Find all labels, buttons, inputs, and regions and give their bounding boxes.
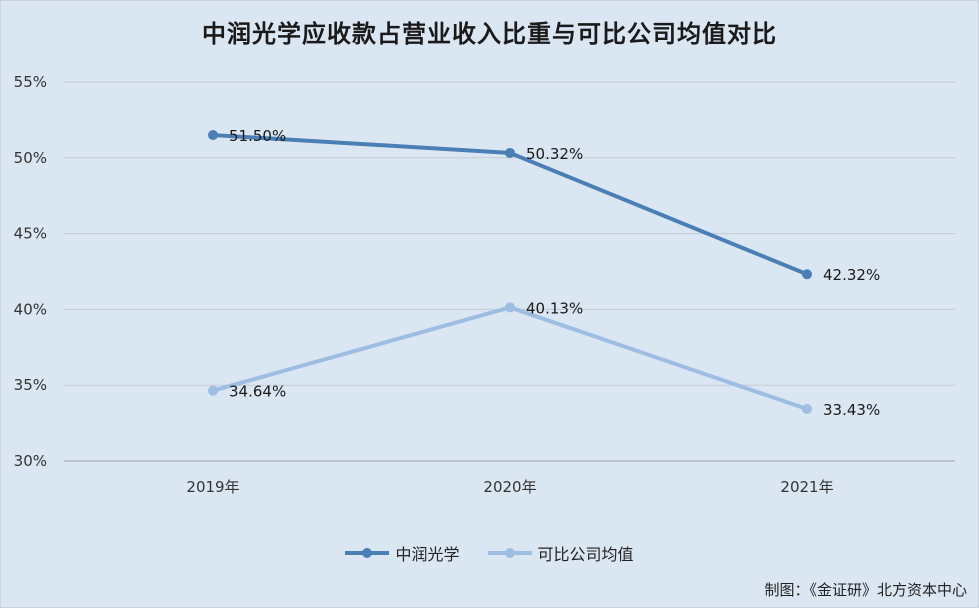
legend: 中润光学 可比公司均值 <box>0 541 979 565</box>
data-label: 34.64% <box>229 383 286 401</box>
chart-title: 中润光学应收款占营业收入比重与可比公司均值对比 <box>202 20 777 48</box>
y-axis-ticks: 30% 35% 40% 45% 50% 55% <box>14 73 47 470</box>
y-tick-label: 40% <box>14 300 47 318</box>
series-line-1 <box>211 305 809 412</box>
data-label: 51.50% <box>229 127 286 145</box>
legend-label-0: 中润光学 <box>395 545 460 564</box>
x-tick-label: 2020年 <box>483 478 536 496</box>
y-tick-label: 50% <box>14 149 47 167</box>
data-point <box>208 385 218 396</box>
y-tick-label: 55% <box>14 73 47 91</box>
data-point <box>505 302 515 313</box>
x-axis-ticks: 2019年 2020年 2021年 <box>186 478 833 496</box>
data-point <box>802 404 812 415</box>
credit-note: 制图：《金证研》北方资本中心 <box>764 581 967 599</box>
y-tick-label: 45% <box>14 225 47 243</box>
data-point <box>208 130 218 141</box>
data-point <box>505 147 515 158</box>
series-lines <box>208 130 812 415</box>
data-labels: 51.50% 50.32% 42.32% 34.64% 40.13% 33.43% <box>229 127 880 419</box>
legend-item-1: 可比公司均值 <box>487 541 634 565</box>
data-point <box>802 269 812 280</box>
data-label: 42.32% <box>823 266 880 284</box>
x-tick-label: 2019年 <box>186 478 239 496</box>
y-tick-label: 35% <box>14 376 47 394</box>
legend-item-0: 中润光学 <box>345 541 460 565</box>
gridlines <box>64 81 955 462</box>
legend-label-1: 可比公司均值 <box>537 545 634 564</box>
x-tick-label: 2021年 <box>780 478 833 496</box>
legend-swatch-1 <box>487 546 532 560</box>
y-tick-label: 30% <box>14 452 47 470</box>
legend-swatch-0 <box>345 546 390 560</box>
data-label: 50.32% <box>526 145 583 163</box>
data-label: 33.43% <box>823 401 880 419</box>
data-label: 40.13% <box>526 299 583 317</box>
